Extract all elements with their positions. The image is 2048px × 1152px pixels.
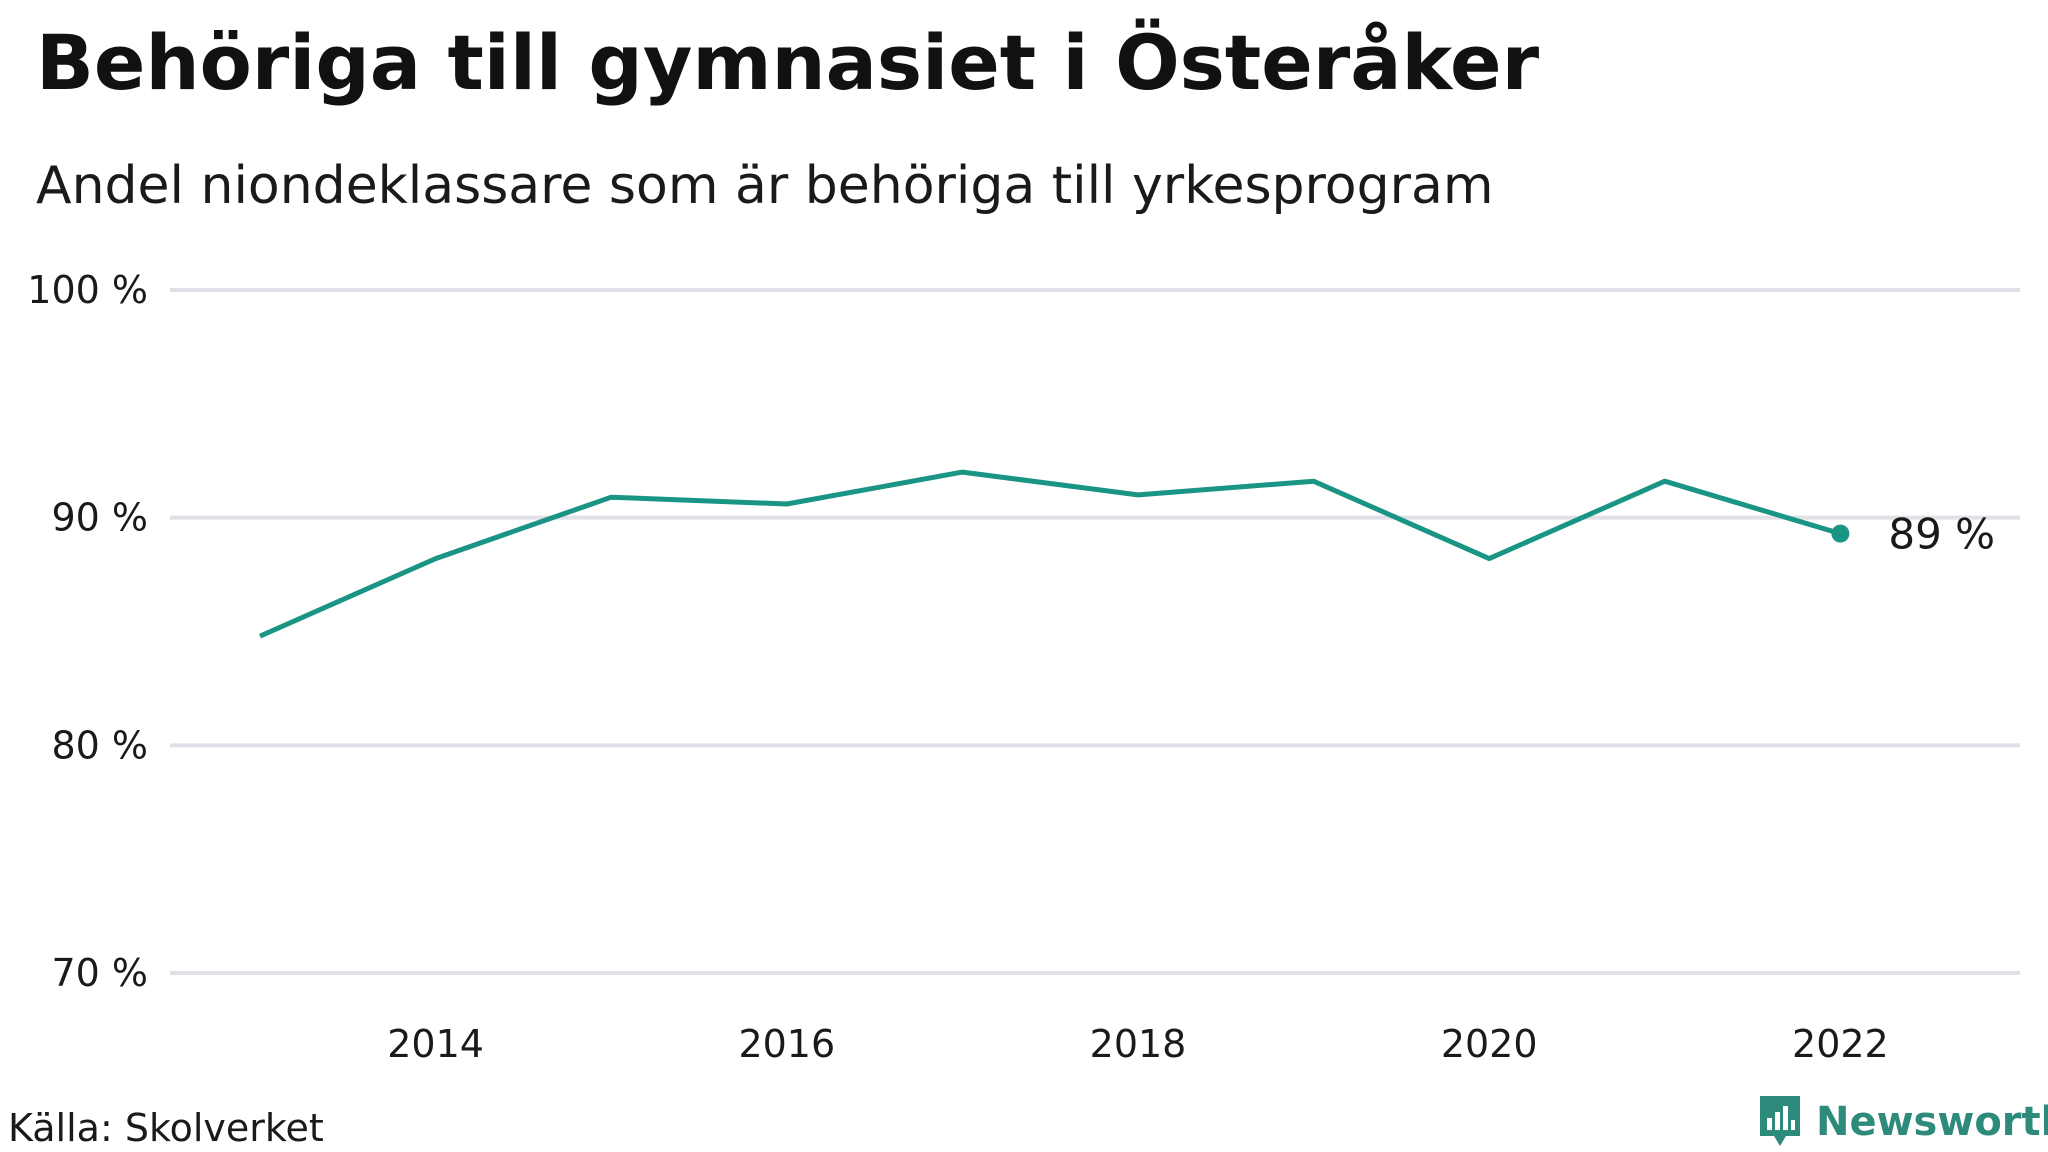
- bar-chart-speech-bubble-icon: [1756, 1092, 1804, 1152]
- x-tick-label: 2018: [1090, 1022, 1187, 1066]
- y-tick-label: 80 %: [51, 723, 148, 767]
- end-value-label: 89 %: [1888, 510, 1995, 559]
- x-tick-label: 2016: [738, 1022, 835, 1066]
- series-group: [258, 469, 1850, 639]
- source-note: Källa: Skolverket: [8, 1106, 324, 1150]
- x-tick-label: 2020: [1441, 1022, 1538, 1066]
- chart-subtitle: Andel niondeklassare som är behöriga til…: [36, 156, 1494, 216]
- y-tick-label: 90 %: [51, 496, 148, 540]
- y-tick-label: 100 %: [27, 268, 148, 312]
- x-axis-ticks: 2014 2016 2018 2020 2022: [387, 1022, 1889, 1066]
- brand-name: Newsworthy: [1816, 1099, 2048, 1145]
- y-tick-label: 70 %: [51, 951, 148, 995]
- gridlines: [170, 288, 2020, 975]
- series-line: [258, 469, 1842, 639]
- y-axis-ticks: 70 % 80 % 90 % 100 %: [27, 268, 148, 995]
- line-chart: 70 % 80 % 90 % 100 % 2014 2016 2018 2020 2022 8…: [27, 268, 2020, 1066]
- x-tick-label: 2022: [1792, 1022, 1889, 1066]
- chart-title: Behöriga till gymnasiet i Österåker: [36, 18, 1540, 107]
- brand-logo: Newsworthy: [1756, 1092, 2048, 1152]
- last-point-marker: [1831, 524, 1850, 543]
- x-tick-label: 2014: [387, 1022, 484, 1066]
